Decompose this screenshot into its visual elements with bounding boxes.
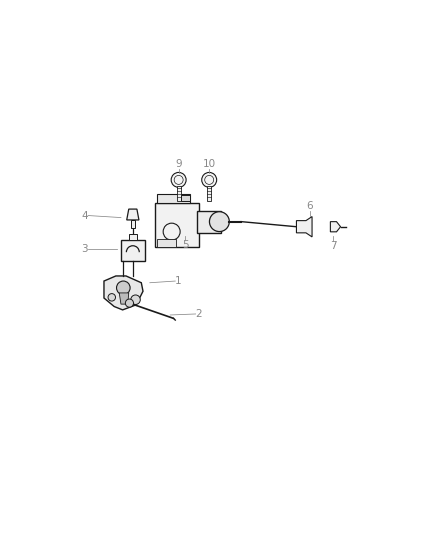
Text: 5: 5 [182,240,189,249]
Bar [131,220,134,229]
Text: 7: 7 [330,241,336,251]
Polygon shape [104,276,143,310]
Circle shape [117,281,130,295]
Bar [177,185,181,201]
Text: 9: 9 [175,159,182,168]
Bar [207,185,211,201]
Circle shape [202,172,217,188]
Bar [157,195,190,203]
Polygon shape [297,216,312,237]
Text: 4: 4 [81,211,88,221]
Circle shape [209,212,230,231]
Text: 2: 2 [196,309,202,319]
Text: 10: 10 [203,159,216,168]
Text: 3: 3 [81,245,88,254]
Bar [129,234,137,240]
Text: 1: 1 [175,276,182,286]
Bar [121,240,145,261]
Polygon shape [119,293,129,304]
Text: 6: 6 [307,201,313,211]
Circle shape [125,299,134,307]
Circle shape [131,295,140,304]
Bar [181,195,190,201]
Bar [197,211,221,233]
Circle shape [171,172,186,188]
Bar [157,239,177,247]
Bar [155,203,199,247]
Polygon shape [127,209,139,220]
Circle shape [108,294,116,301]
Polygon shape [330,222,341,232]
